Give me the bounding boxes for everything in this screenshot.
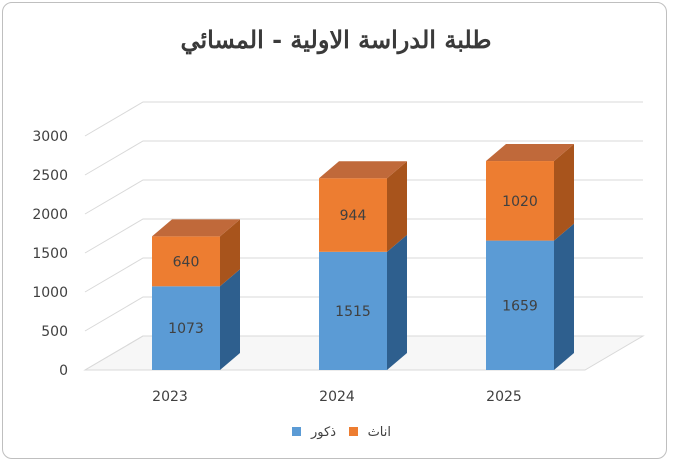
bar-side [220,219,240,287]
gridline [84,101,643,137]
y-tick-label: 2500 [32,168,68,184]
chart-title: طلبة الدراسة الاولية - المسائي [181,25,492,55]
legend-swatch [349,427,358,436]
bar-top [319,161,407,179]
bar-stack-2024: 1515 944 [319,161,407,370]
data-label: 944 [340,208,367,224]
bar-top [486,144,574,162]
data-label: 1515 [335,304,371,320]
gridlines [84,101,643,371]
legend: ذكور اناث [292,425,391,440]
bars: 1073 640 1515 944 1659 1020 [152,144,574,370]
legend-label: ذكور [310,425,336,440]
y-tick-label: 500 [41,324,68,340]
data-label: 640 [173,254,200,270]
legend-label: اناث [368,425,391,440]
bar-stack-2023: 1073 640 [152,219,240,370]
bar-segment [319,178,387,252]
bar-side [554,223,574,370]
x-axis-ticks: 2023 2024 2025 [152,389,522,405]
bar-top [152,219,240,237]
bar-stack-2025: 1659 1020 [486,144,574,370]
bar-segment [319,251,387,370]
y-tick-label: 1500 [32,246,68,262]
legend-swatch [292,427,301,436]
gridline [84,335,643,371]
bar-segment [152,286,220,370]
data-label: 1020 [502,194,538,210]
x-tick-label: 2024 [319,389,355,405]
y-tick-label: 2000 [32,207,68,223]
y-tick-label: 0 [59,363,68,379]
data-label: 1073 [168,321,204,337]
y-axis-ticks: 0 500 1000 1500 2000 2500 3000 [32,129,68,379]
bar-side [387,161,407,252]
bar-segment [486,240,554,370]
x-tick-label: 2023 [152,389,188,405]
gridline [84,296,643,332]
bar-side [554,144,574,241]
gridline [84,218,643,254]
gridline [84,179,643,215]
gridline [84,257,643,293]
y-tick-label: 1000 [32,285,68,301]
bar-segment [486,161,554,241]
bar-segment [152,236,220,287]
data-label: 1659 [502,298,538,314]
bar-side [220,269,240,370]
gridline [84,140,643,176]
x-tick-label: 2025 [486,389,522,405]
y-tick-label: 3000 [32,129,68,145]
bar-side [387,234,407,370]
